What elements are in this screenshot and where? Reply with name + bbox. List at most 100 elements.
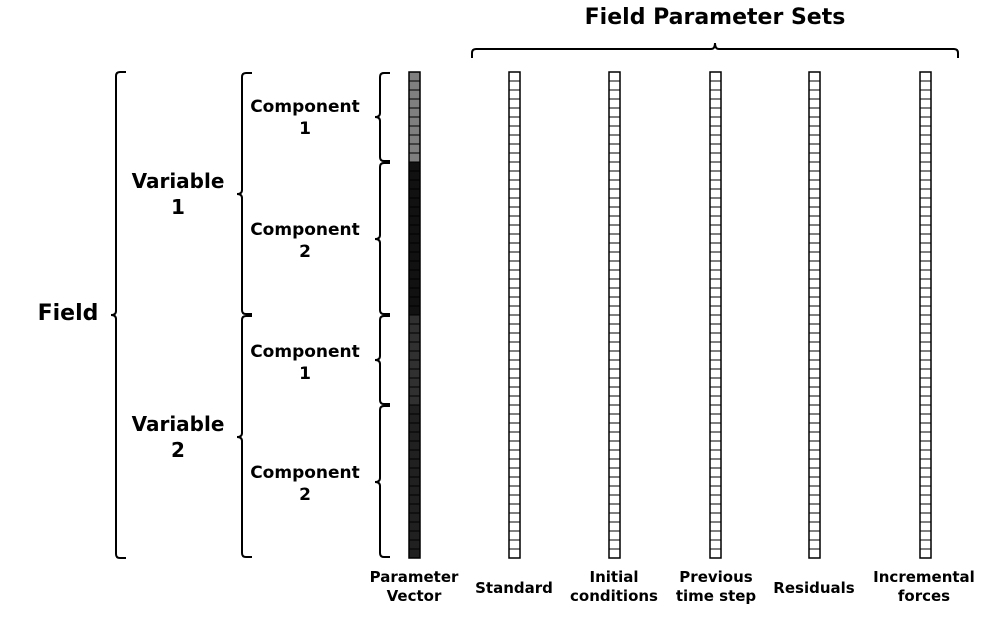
parameter-set-cell [919,152,932,163]
parameter-set-cell [709,233,722,244]
parameter-set-cell [919,170,932,181]
parameter-set-cell [508,188,521,199]
parameter-set-cell [808,548,821,559]
parameter-set-cell [709,449,722,460]
parameter-set-cell [608,233,621,244]
parameter-vector-cell [408,476,421,487]
parameter-set-cell [508,125,521,136]
parameter-set-cell [808,161,821,172]
parameter-set-cell [608,368,621,379]
previous-time-step-label: Previous time step [675,568,757,605]
parameter-vector-cell [408,386,421,397]
parameter-set-cell [919,215,932,226]
parameter-set-cell [808,359,821,370]
parameter-set-cell [709,296,722,307]
variable-2-component-2-label: Component 2 [250,463,360,505]
parameter-vector-cell [408,242,421,253]
parameter-vector-cell [408,548,421,559]
parameter-set-cell [808,134,821,145]
parameter-set-column [508,71,521,559]
parameter-set-cell [808,458,821,469]
parameter-set-cell [508,359,521,370]
parameter-set-cell [709,314,722,325]
parameter-set-cell [808,179,821,190]
parameter-set-cell [709,287,722,298]
parameter-set-cell [919,143,932,154]
parameter-set-cell [919,125,932,136]
parameter-set-cell [919,395,932,406]
parameter-set-cell [808,332,821,343]
parameter-set-cell [919,431,932,442]
parameter-set-cell [808,107,821,118]
parameter-set-cell [808,215,821,226]
parameter-set-cell [709,134,722,145]
parameter-set-cell [608,134,621,145]
parameter-set-cell [808,521,821,532]
parameter-set-cell [508,71,521,82]
parameter-set-cell [919,305,932,316]
parameter-set-cell [808,431,821,442]
parameter-set-cell [508,98,521,109]
parameter-set-cell [608,224,621,235]
parameter-set-cell [919,494,932,505]
parameter-set-cell [608,242,621,253]
parameter-set-cell [608,296,621,307]
parameter-set-cell [608,71,621,82]
parameter-set-cell [608,341,621,352]
parameter-set-cell [709,269,722,280]
parameter-set-cell [508,215,521,226]
parameter-set-cell [508,260,521,271]
parameter-set-cell [808,197,821,208]
parameter-vector-cell [408,251,421,262]
parameter-vector-cell [408,503,421,514]
parameter-set-cell [508,251,521,262]
parameter-set-cell [508,404,521,415]
parameter-set-cell [508,368,521,379]
parameter-set-cell [508,323,521,334]
parameter-set-cell [808,503,821,514]
parameter-set-cell [508,377,521,388]
parameter-set-cell [709,242,722,253]
parameter-set-cell [808,116,821,127]
parameter-set-cell [919,161,932,172]
parameter-set-cell [919,467,932,478]
parameter-set-cell [508,287,521,298]
parameter-set-cell [608,512,621,523]
parameter-set-cell [808,440,821,451]
parameter-set-cell [808,305,821,316]
parameter-set-cell [709,548,722,559]
parameter-set-cell [709,251,722,262]
parameter-set-cell [608,269,621,280]
parameter-set-cell [808,125,821,136]
parameter-set-cell [508,242,521,253]
parameter-set-cell [808,242,821,253]
parameter-set-cell [508,341,521,352]
parameter-set-cell [919,350,932,361]
parameter-set-cell [709,224,722,235]
parameter-set-cell [808,449,821,460]
parameter-set-cell [709,350,722,361]
parameter-set-cell [919,287,932,298]
parameter-vector-cell [408,359,421,370]
parameter-set-cell [709,179,722,190]
variable-1-component-2-brace [374,162,390,315]
parameter-set-cell [808,80,821,91]
parameter-set-cell [508,107,521,118]
parameter-set-cell [608,305,621,316]
parameter-set-cell [808,377,821,388]
parameter-set-cell [508,485,521,496]
parameter-set-cell [709,125,722,136]
parameter-set-cell [709,323,722,334]
parameter-vector-cell [408,125,421,136]
parameter-set-cell [709,458,722,469]
parameter-vector-cell [408,269,421,280]
parameter-vector-cell [408,80,421,91]
parameter-set-cell [608,251,621,262]
parameter-set-cell [508,152,521,163]
parameter-vector-cell [408,350,421,361]
field-parameter-sets-brace [471,42,959,58]
parameter-set-cell [508,134,521,145]
parameter-set-cell [808,152,821,163]
parameter-set-cell [608,521,621,532]
parameter-set-cell [608,539,621,550]
